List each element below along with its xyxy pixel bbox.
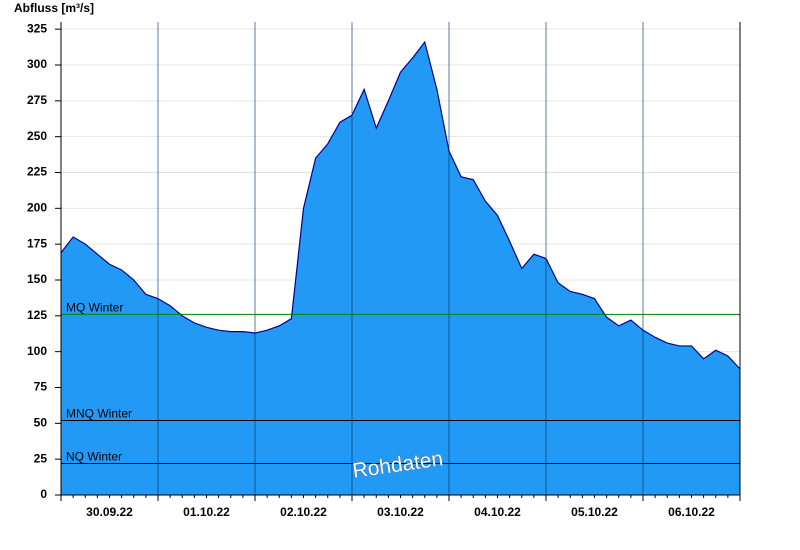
reference-label: NQ Winter (66, 450, 122, 464)
x-tick-label: 02.10.22 (280, 505, 327, 519)
reference-label: MQ Winter (66, 301, 123, 315)
y-tick-label: 125 (27, 308, 47, 322)
x-tick-label: 04.10.22 (474, 505, 521, 519)
y-axis-label: Abfluss [m³/s] (14, 1, 94, 15)
y-tick-label: 100 (27, 344, 47, 358)
y-tick-label: 25 (34, 451, 48, 465)
y-tick-label: 325 (27, 21, 47, 35)
y-tick-label: 200 (27, 201, 47, 215)
x-tick-label: 03.10.22 (377, 505, 424, 519)
y-tick-label: 150 (27, 272, 47, 286)
y-tick-label: 0 (40, 487, 47, 501)
reference-label: MNQ Winter (66, 407, 132, 421)
x-tick-label: 06.10.22 (668, 505, 715, 519)
area (61, 42, 740, 496)
line (60, 40, 741, 370)
y-tick-label: 275 (27, 93, 47, 107)
x-tick-label: 05.10.22 (571, 505, 618, 519)
x-tick-label: 01.10.22 (183, 505, 230, 519)
y-tick-label: 300 (27, 57, 47, 71)
y-tick-label: 250 (27, 129, 47, 143)
y-tick-label: 75 (34, 380, 48, 394)
x-tick-label: 30.09.22 (86, 505, 133, 519)
y-tick-label: 225 (27, 165, 47, 179)
y-tick-label: 50 (34, 416, 48, 430)
y-tick-label: 175 (27, 236, 47, 250)
